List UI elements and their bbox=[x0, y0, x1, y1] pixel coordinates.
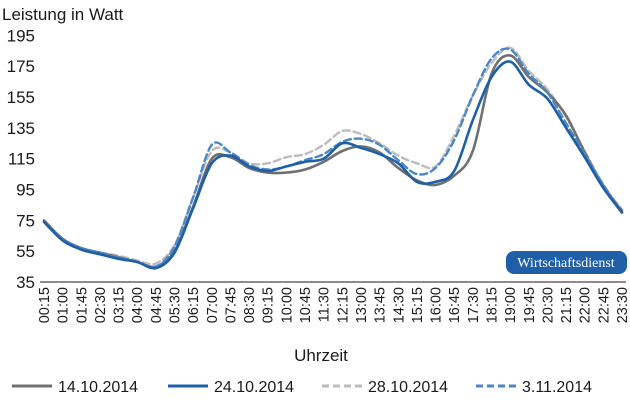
x-tick-label: 16:00 bbox=[429, 287, 445, 323]
x-axis-ticks: 00:15 01:00 01:45 02:30 03:15 04:00 04:45 05:30… bbox=[37, 287, 630, 323]
x-tick-label: 02:30 bbox=[93, 287, 109, 323]
x-tick-label: 05:30 bbox=[168, 287, 184, 323]
x-tick-label: 04:00 bbox=[130, 287, 146, 323]
y-tick-label: 95 bbox=[16, 181, 35, 200]
x-tick-label: 08:30 bbox=[242, 287, 258, 323]
x-tick-label: 20:30 bbox=[540, 287, 556, 323]
badge-background bbox=[506, 251, 627, 274]
legend-label: 3.11.2014 bbox=[522, 379, 592, 396]
series-line-14.10.2014 bbox=[42, 54, 624, 269]
x-tick-label: 19:45 bbox=[522, 287, 538, 323]
x-tick-label: 21:15 bbox=[559, 287, 575, 323]
y-axis-ticks: 35 55 75 95 115 135 155 175 195 bbox=[7, 26, 35, 292]
x-tick-label: 18:15 bbox=[484, 287, 500, 323]
series-line-3.11.2014 bbox=[42, 47, 624, 269]
wirtschaftsdienst-badge: Wirtschaftsdienst bbox=[506, 251, 627, 274]
x-axis-label: Uhrzeit bbox=[294, 346, 348, 365]
x-tick-label: 09:15 bbox=[261, 287, 277, 323]
x-tick-label: 10:45 bbox=[298, 287, 314, 323]
y-tick-label: 155 bbox=[7, 88, 35, 107]
x-tick-label: 07:00 bbox=[205, 287, 221, 323]
legend: 14.10.2014 24.10.2014 28.10.2014 3.11.2014 bbox=[12, 379, 592, 396]
x-tick-label: 11:30 bbox=[317, 287, 333, 322]
x-tick-label: 19:00 bbox=[503, 287, 519, 323]
x-tick-label: 13:00 bbox=[354, 287, 370, 323]
y-tick-label: 55 bbox=[16, 242, 35, 261]
x-tick-label: 04:45 bbox=[149, 287, 165, 323]
x-tick-label: 01:45 bbox=[74, 287, 90, 323]
y-tick-label: 75 bbox=[16, 211, 35, 230]
y-tick-label: 175 bbox=[7, 57, 35, 76]
x-tick-label: 16:45 bbox=[447, 287, 463, 323]
x-tick-label: 03:15 bbox=[112, 287, 128, 323]
x-tick-label: 23:30 bbox=[615, 287, 630, 323]
x-tick-label: 13:45 bbox=[373, 287, 389, 323]
series-line-28.10.2014 bbox=[42, 46, 624, 266]
x-tick-label: 12:15 bbox=[335, 287, 351, 323]
series-lines bbox=[42, 46, 624, 270]
x-tick-label: 15:15 bbox=[410, 287, 426, 323]
badge-label: Wirtschaftsdienst bbox=[517, 256, 615, 271]
y-tick-label: 135 bbox=[7, 119, 35, 138]
x-tick-label: 01:00 bbox=[56, 287, 72, 323]
x-tick-label: 17:30 bbox=[466, 287, 482, 323]
x-tick-label: 10:00 bbox=[279, 287, 295, 323]
x-tick-label: 22:00 bbox=[578, 287, 594, 323]
y-tick-label: 115 bbox=[8, 150, 35, 169]
x-tick-label: 07:45 bbox=[223, 287, 239, 323]
y-axis-label: Leistung in Watt bbox=[2, 5, 124, 24]
x-tick-label: 06:15 bbox=[186, 287, 202, 323]
series-line-24.10.2014 bbox=[42, 60, 624, 270]
legend-label: 24.10.2014 bbox=[214, 379, 294, 396]
y-tick-label: 35 bbox=[16, 273, 35, 292]
legend-label: 28.10.2014 bbox=[368, 379, 448, 396]
legend-label: 14.10.2014 bbox=[58, 379, 138, 396]
y-tick-label: 195 bbox=[7, 26, 35, 45]
x-tick-label: 22:45 bbox=[596, 287, 612, 323]
x-tick-label: 14:30 bbox=[391, 287, 407, 323]
x-tick-label: 00:15 bbox=[37, 287, 53, 323]
